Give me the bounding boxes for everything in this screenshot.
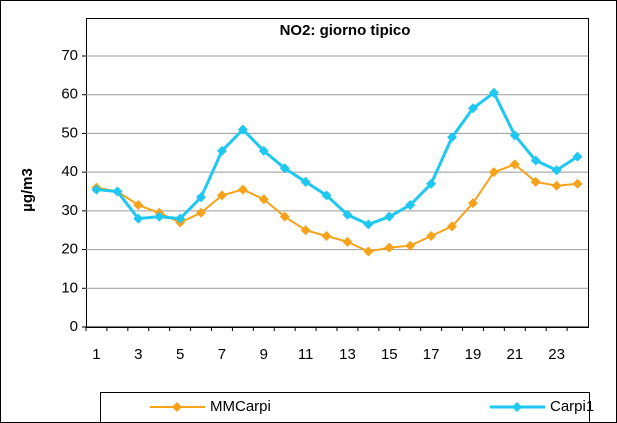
x-tick-label: 17	[423, 346, 440, 363]
chart-title: NO2: giorno tipico	[280, 22, 411, 39]
y-tick-label: 30	[61, 202, 78, 219]
marker	[237, 184, 248, 195]
x-tick-label: 3	[134, 346, 142, 363]
marker	[363, 246, 374, 257]
marker	[363, 219, 374, 230]
y-tick-label: 50	[61, 124, 78, 141]
marker	[91, 184, 102, 195]
marker	[488, 167, 499, 178]
marker	[509, 159, 520, 170]
marker	[509, 130, 520, 141]
marker	[342, 209, 353, 220]
x-tick-label: 21	[506, 346, 523, 363]
marker	[551, 165, 562, 176]
marker	[216, 190, 227, 201]
x-tick-label: 7	[218, 346, 226, 363]
marker	[426, 178, 437, 189]
marker	[467, 198, 478, 209]
marker	[300, 176, 311, 187]
marker	[133, 213, 144, 224]
marker	[405, 240, 416, 251]
marker	[447, 221, 458, 232]
y-tick-label: 60	[61, 86, 78, 103]
marker	[321, 190, 332, 201]
marker	[279, 211, 290, 222]
marker	[572, 151, 583, 162]
marker	[426, 231, 437, 242]
legend-marker	[512, 402, 522, 412]
marker	[384, 242, 395, 253]
x-tick-label: 11	[298, 346, 314, 363]
marker	[154, 211, 165, 222]
marker	[279, 163, 290, 174]
marker	[530, 176, 541, 187]
marker	[551, 180, 562, 191]
marker	[196, 207, 207, 218]
x-tick-label: 15	[381, 346, 398, 363]
y-tick-label: 20	[61, 241, 78, 258]
x-tick-label: 13	[339, 346, 356, 363]
marker	[133, 200, 144, 211]
legend-label: Carpi1	[550, 398, 594, 415]
y-tick-label: 70	[61, 47, 78, 64]
marker	[467, 103, 478, 114]
marker	[572, 178, 583, 189]
y-axis-label: µg/m3	[19, 168, 36, 212]
legend-label: MMCarpi	[210, 398, 271, 415]
marker	[216, 145, 227, 156]
x-tick-label: 19	[465, 346, 482, 363]
marker	[237, 124, 248, 135]
marker	[258, 194, 269, 205]
x-tick-label: 1	[92, 346, 100, 363]
y-tick-label: 10	[61, 279, 78, 296]
marker	[384, 211, 395, 222]
marker	[300, 225, 311, 236]
marker	[530, 155, 541, 166]
x-tick-label: 23	[548, 346, 565, 363]
marker	[321, 231, 332, 242]
plot-border	[86, 18, 589, 328]
marker	[258, 145, 269, 156]
marker	[175, 213, 186, 224]
marker	[196, 192, 207, 203]
marker	[112, 186, 123, 197]
x-tick-label: 5	[176, 346, 184, 363]
y-tick-label: 40	[61, 163, 78, 180]
marker	[488, 87, 499, 98]
marker	[342, 236, 353, 247]
x-tick-label: 9	[260, 346, 268, 363]
legend-marker	[172, 402, 182, 412]
y-tick-label: 0	[70, 318, 78, 335]
marker	[447, 132, 458, 143]
marker	[405, 200, 416, 211]
